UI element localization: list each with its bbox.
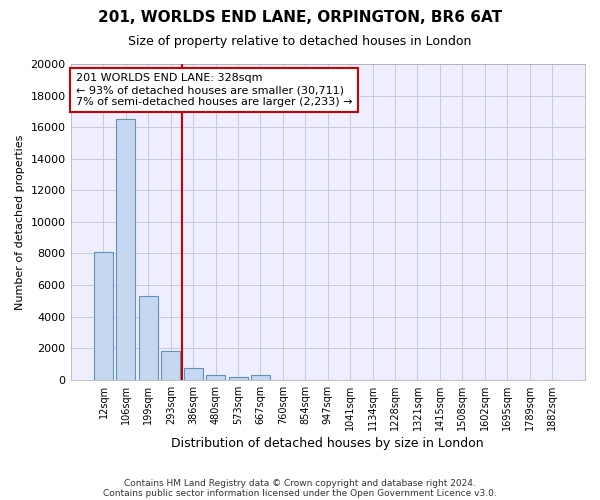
Text: 201, WORLDS END LANE, ORPINGTON, BR6 6AT: 201, WORLDS END LANE, ORPINGTON, BR6 6AT	[98, 10, 502, 25]
Bar	[94, 252, 113, 380]
Text: Size of property relative to detached houses in London: Size of property relative to detached ho…	[128, 35, 472, 48]
Bar	[184, 368, 203, 380]
Bar	[206, 375, 225, 380]
Bar	[139, 296, 158, 380]
Bar	[116, 119, 136, 380]
X-axis label: Distribution of detached houses by size in London: Distribution of detached houses by size …	[172, 437, 484, 450]
Bar	[251, 375, 270, 380]
Text: 201 WORLDS END LANE: 328sqm
← 93% of detached houses are smaller (30,711)
7% of : 201 WORLDS END LANE: 328sqm ← 93% of det…	[76, 74, 352, 106]
Bar	[229, 376, 248, 380]
Y-axis label: Number of detached properties: Number of detached properties	[15, 134, 25, 310]
Text: Contains HM Land Registry data © Crown copyright and database right 2024.: Contains HM Land Registry data © Crown c…	[124, 478, 476, 488]
Text: Contains public sector information licensed under the Open Government Licence v3: Contains public sector information licen…	[103, 488, 497, 498]
Bar	[161, 352, 180, 380]
